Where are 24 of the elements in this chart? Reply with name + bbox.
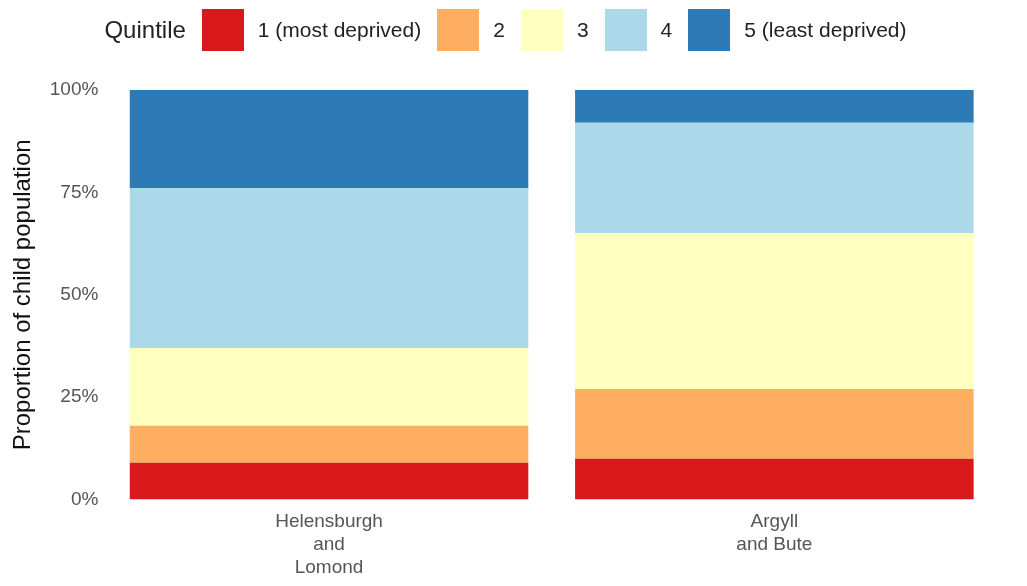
y-tick-label: 50% xyxy=(60,283,99,305)
legend-label: 1 (most deprived) xyxy=(257,18,422,42)
y-tick-label: 75% xyxy=(60,180,99,202)
y-axis-title: Proportion of child population xyxy=(8,139,36,451)
bar xyxy=(129,188,529,349)
bar xyxy=(129,425,529,463)
legend-label: 3 xyxy=(576,18,589,42)
legend-label: 2 xyxy=(493,18,505,42)
bar xyxy=(575,458,974,500)
bar xyxy=(575,90,974,123)
y-tick-label: 25% xyxy=(60,385,99,407)
legend-title: Quintile xyxy=(104,16,186,44)
bar xyxy=(129,90,529,189)
bar xyxy=(129,348,529,426)
y-tick-label: 100% xyxy=(49,78,99,100)
x-tick-label: Helensburgh and Lomond xyxy=(275,510,383,577)
bar xyxy=(575,389,974,459)
y-tick-label: 0% xyxy=(70,487,99,509)
legend-label: 4 xyxy=(660,18,673,42)
bar xyxy=(129,462,529,500)
bar xyxy=(575,122,974,234)
bar xyxy=(575,233,974,390)
legend-label: 5 (least deprived) xyxy=(744,18,907,42)
x-tick-label: Argyll and Bute xyxy=(736,510,813,555)
